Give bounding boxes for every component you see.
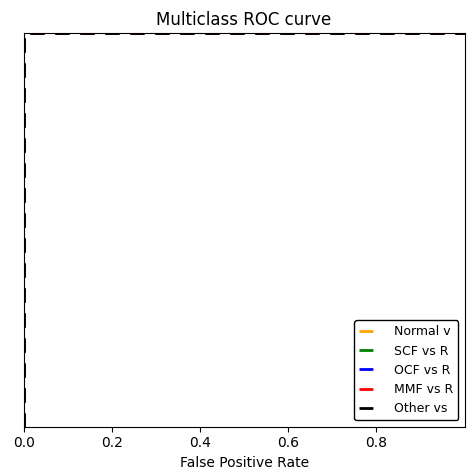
X-axis label: False Positive Rate: False Positive Rate bbox=[180, 456, 309, 470]
Legend: Normal v, SCF vs R, OCF vs R, MMF vs R, Other vs: Normal v, SCF vs R, OCF vs R, MMF vs R, … bbox=[354, 320, 458, 420]
Title: Multiclass ROC curve: Multiclass ROC curve bbox=[156, 11, 332, 29]
